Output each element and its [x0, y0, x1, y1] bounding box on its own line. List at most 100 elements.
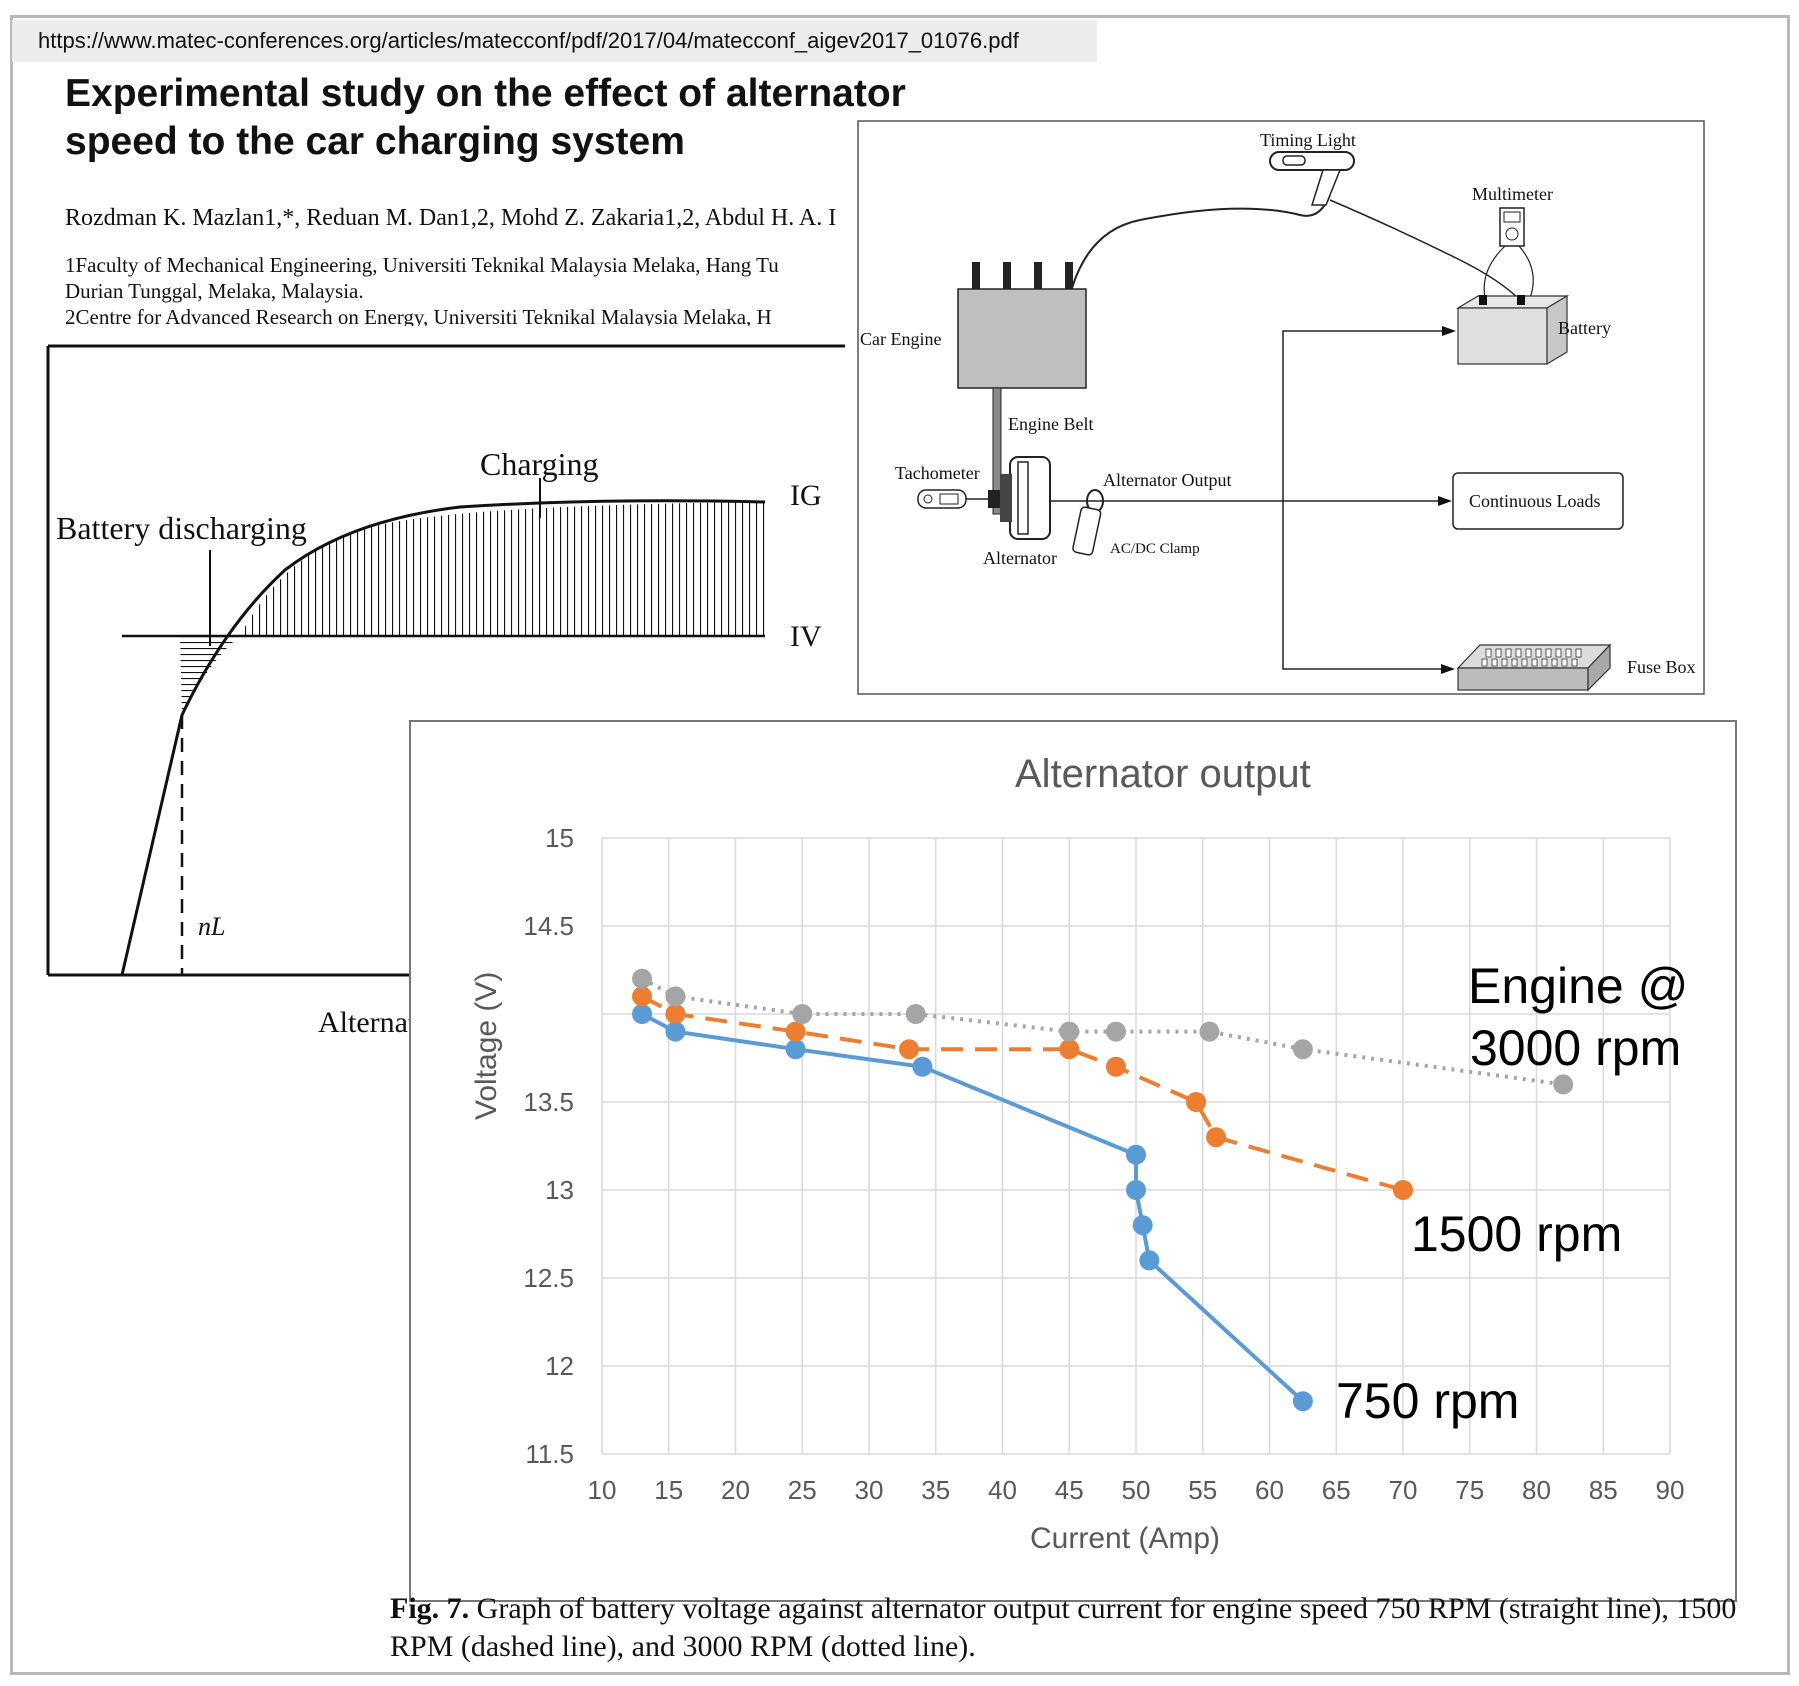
- label-multimeter: Multimeter: [1472, 184, 1553, 204]
- feed-line: [1282, 330, 1450, 670]
- data-point-1500-rpm: [1393, 1180, 1413, 1200]
- url-bar[interactable]: https://www.matec-conferences.org/articl…: [12, 20, 1097, 62]
- figure-caption: Fig. 7. Graph of battery voltage against…: [390, 1590, 1750, 1666]
- x-tick-label: 10: [588, 1475, 617, 1505]
- label-timing-light: Timing Light: [1260, 130, 1356, 150]
- y-axis-label: Voltage (V): [470, 972, 503, 1120]
- charging-area: [240, 502, 765, 636]
- paper-authors: Rozdman K. Mazlan1,*, Reduan M. Dan1,2, …: [65, 205, 837, 231]
- data-point-1500-rpm: [1186, 1092, 1207, 1112]
- label-nl: nL: [198, 912, 225, 941]
- label-charging: Charging: [480, 446, 599, 482]
- tachometer-icon: [917, 489, 988, 509]
- data-point-1500-rpm: [1059, 1039, 1080, 1060]
- data-point-engine-3000-rpm: [1292, 1039, 1313, 1060]
- data-point-750-rpm: [912, 1056, 933, 1077]
- label-car-engine: Car Engine: [860, 329, 941, 349]
- data-point-750-rpm: [632, 1004, 653, 1024]
- data-point-750-rpm: [665, 1021, 686, 1042]
- paper-title-line1: Experimental study on the effect of alte…: [65, 72, 906, 115]
- x-tick-label: 50: [1122, 1475, 1151, 1505]
- y-tick-label: 13.5: [523, 1087, 574, 1117]
- engine-belt-icon: [992, 387, 1002, 515]
- x-tick-label: 30: [855, 1475, 884, 1505]
- spark-cable: [1071, 194, 1331, 289]
- chart-series: [632, 968, 1574, 1412]
- chart-title: Alternator output: [1015, 752, 1311, 796]
- data-point-engine-3000-rpm: [665, 986, 686, 1007]
- label-fuse-box: Fuse Box: [1627, 657, 1696, 677]
- arrow-battery: [1442, 326, 1456, 336]
- timing-light-to-battery: [1329, 199, 1521, 301]
- paper-title: Experimental study on the effect of alte…: [65, 70, 965, 166]
- x-tick-label: 45: [1055, 1475, 1084, 1505]
- data-point-engine-3000-rpm: [1553, 1074, 1574, 1095]
- battery-icon: [1455, 294, 1570, 366]
- series-line-1500-rpm: [641, 994, 1404, 1192]
- continuous-loads-box: Continuous Loads: [1452, 472, 1624, 530]
- car-engine-icon: [957, 262, 1087, 389]
- label-battery-discharging: Battery discharging: [56, 510, 307, 546]
- x-tick-label: 15: [654, 1475, 683, 1505]
- label-continuous-loads: Continuous Loads: [1469, 491, 1601, 511]
- data-point-engine-3000-rpm: [1105, 1021, 1126, 1042]
- alternator-icon: [988, 456, 1051, 540]
- y-tick-label: 12.5: [523, 1263, 574, 1293]
- screenshot-frame: [10, 15, 1790, 1675]
- x-tick-label: 65: [1322, 1475, 1351, 1505]
- x-tick-label: 40: [988, 1475, 1017, 1505]
- data-point-750-rpm: [1126, 1180, 1146, 1200]
- data-point-1500-rpm: [1105, 1056, 1126, 1077]
- data-point-750-rpm: [1126, 1144, 1146, 1165]
- x-axis-label: Current (Amp): [1030, 1522, 1220, 1555]
- x-tick-label: 90: [1656, 1475, 1685, 1505]
- acdc-clamp-icon: [1072, 489, 1104, 556]
- caption-label: Fig. 7.: [390, 1592, 470, 1625]
- series-1500-rpm: [632, 986, 1413, 1200]
- annotation-750-rpm: 750 rpm: [1336, 1373, 1519, 1429]
- label-engine-belt: Engine Belt: [1008, 414, 1093, 434]
- annotation-engine-3000-line2: 3000 rpm: [1470, 1020, 1681, 1076]
- data-point-engine-3000-rpm: [632, 968, 653, 989]
- data-point-engine-3000-rpm: [1199, 1021, 1220, 1042]
- caption-text: Graph of battery voltage against alterna…: [390, 1592, 1737, 1663]
- arrow-fuse-box: [1441, 664, 1455, 674]
- data-point-1500-rpm: [665, 1004, 686, 1024]
- x-tick-label: 55: [1188, 1475, 1217, 1505]
- x-tick-label: 75: [1455, 1475, 1484, 1505]
- annotation-engine-3000-line1: Engine @: [1468, 958, 1688, 1014]
- chart-grid: [601, 837, 1671, 1455]
- data-point-1500-rpm: [785, 1021, 806, 1042]
- y-tick-label: 14.5: [523, 911, 574, 941]
- affiliation-2: 2Centre for Advanced Research on Energy,…: [65, 305, 772, 326]
- series-engine-3000-rpm: [632, 968, 1574, 1095]
- data-point-1500-rpm: [899, 1039, 920, 1060]
- data-point-1500-rpm: [1206, 1127, 1227, 1148]
- x-tick-label: 70: [1389, 1475, 1418, 1505]
- data-point-engine-3000-rpm: [905, 1004, 926, 1024]
- label-acdc-clamp: AC/DC Clamp: [1110, 541, 1200, 557]
- x-tick-label: 20: [721, 1475, 750, 1505]
- label-iv: IV: [790, 620, 822, 653]
- multimeter-icon: [1483, 207, 1534, 299]
- x-tick-label: 85: [1589, 1475, 1618, 1505]
- x-tick-label: 80: [1522, 1475, 1551, 1505]
- x-tick-label: 60: [1255, 1475, 1284, 1505]
- annotation-1500-rpm: 1500 rpm: [1411, 1206, 1622, 1262]
- data-point-750-rpm: [1292, 1391, 1313, 1412]
- x-tick-label: 35: [921, 1475, 950, 1505]
- label-battery: Battery: [1558, 318, 1611, 338]
- label-alternator-output: Alternator Output: [1103, 470, 1231, 490]
- current-curve: [120, 499, 766, 976]
- y-tick-label: 11.5: [525, 1439, 574, 1469]
- label-tachometer: Tachometer: [895, 463, 980, 483]
- data-point-engine-3000-rpm: [1059, 1021, 1080, 1042]
- data-point-750-rpm: [785, 1039, 806, 1060]
- series-750-rpm: [632, 1004, 1313, 1412]
- data-point-1500-rpm: [632, 986, 653, 1007]
- data-point-engine-3000-rpm: [792, 1004, 813, 1024]
- label-ig: IG: [790, 479, 822, 512]
- affiliation-1-line2: Durian Tunggal, Melaka, Malaysia.: [65, 279, 364, 303]
